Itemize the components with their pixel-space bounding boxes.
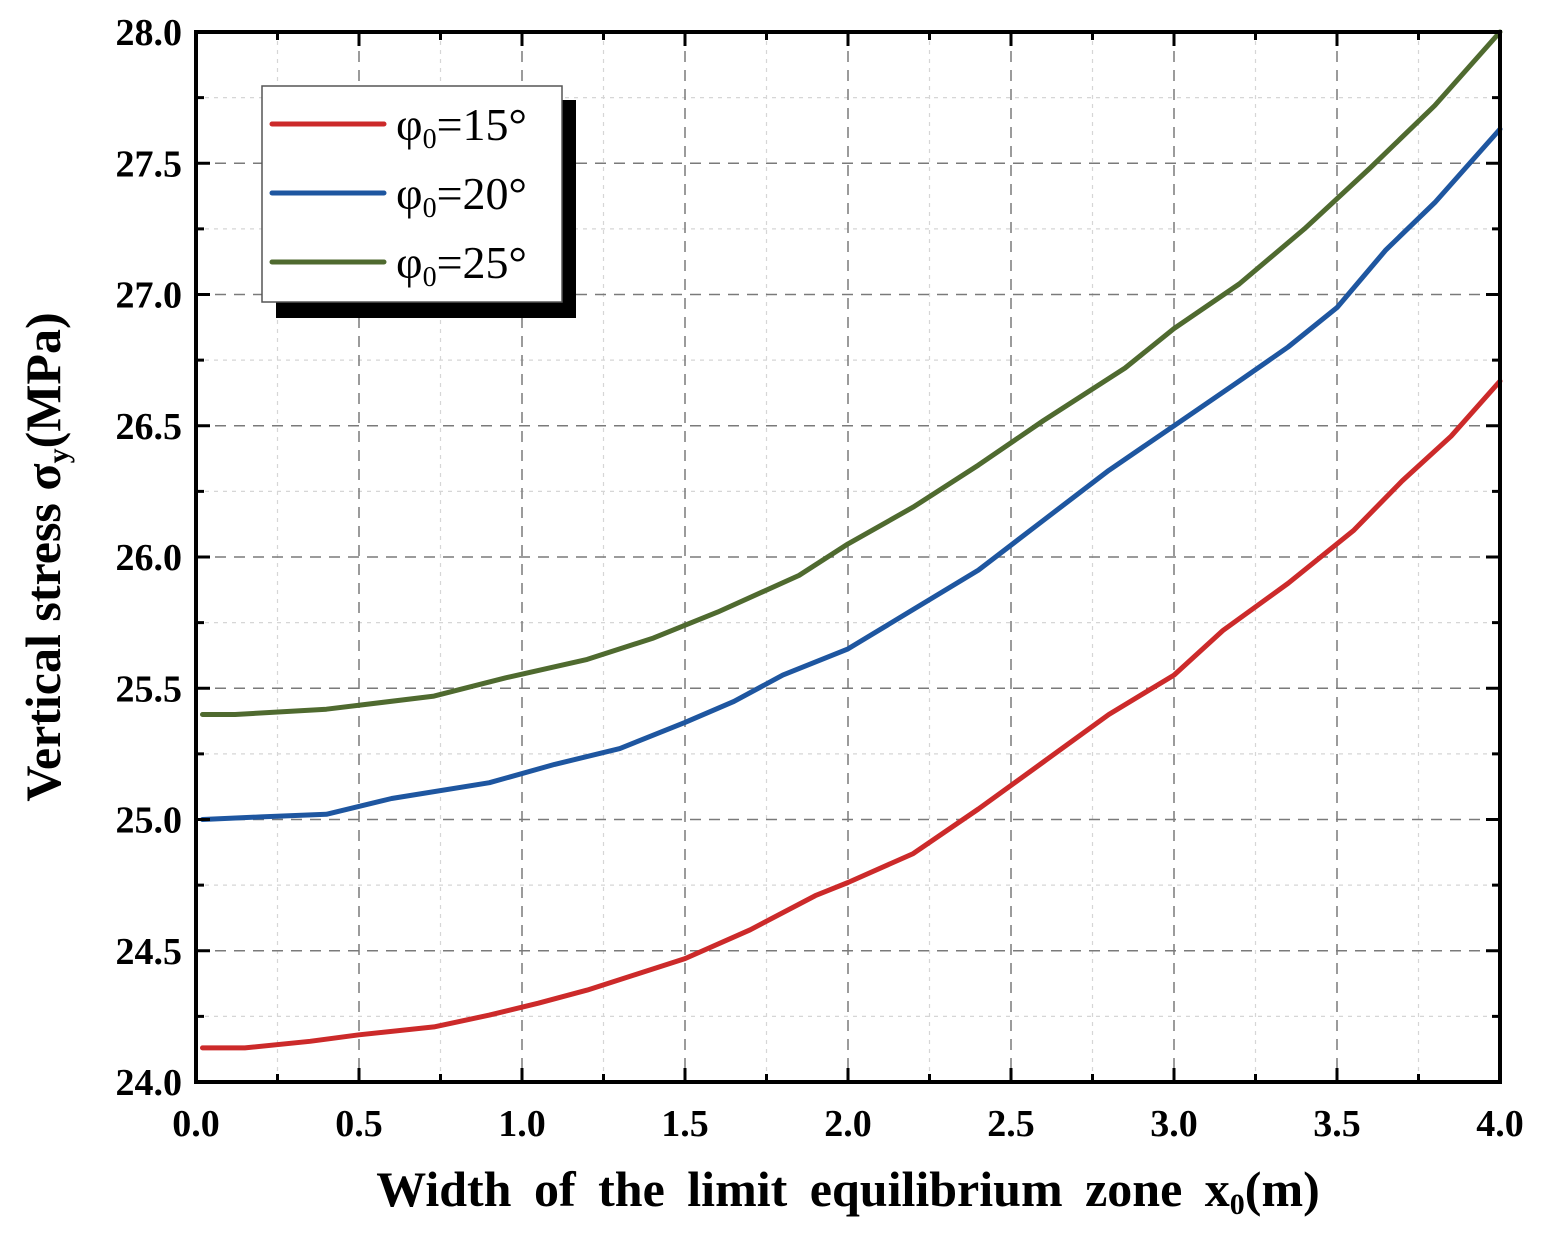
legend-label-subscript: 0	[423, 262, 437, 293]
y-axis-title-unit: (MPa)	[15, 312, 71, 448]
y-tick-label: 28.0	[116, 12, 183, 54]
y-axis-title-main: Vertical stress σ	[15, 463, 71, 801]
x-tick-label: 3.5	[1313, 1103, 1361, 1145]
x-tick-label: 0.0	[172, 1103, 220, 1145]
legend-label-2: φ0=20°	[396, 168, 527, 224]
legend-label-symbol: φ	[396, 168, 423, 219]
x-tick-label: 0.5	[335, 1103, 383, 1145]
y-axis-title: Vertical stress σy(MPa)	[15, 312, 75, 801]
y-tick-label: 27.0	[116, 275, 183, 317]
x-tick-label: 2.0	[824, 1103, 872, 1145]
legend-label-value: =25°	[437, 237, 527, 288]
legend: φ0=15°φ0=20°φ0=25°	[261, 85, 576, 318]
y-tick-label: 24.5	[116, 931, 183, 973]
x-tick-label: 4.0	[1476, 1103, 1524, 1145]
x-tick-label: 1.5	[661, 1103, 709, 1145]
legend-label-symbol: φ	[396, 237, 423, 288]
y-tick-label: 26.5	[116, 406, 183, 448]
x-axis-title-sub: 0	[1230, 1188, 1245, 1221]
x-axis-title-unit: (m)	[1245, 1161, 1320, 1217]
legend-label-symbol: φ	[396, 99, 423, 150]
legend-label-subscript: 0	[423, 124, 437, 155]
y-axis-title-sub: y	[42, 448, 75, 463]
series-line-3	[200, 29, 1503, 717]
y-tick-label: 26.0	[116, 537, 183, 579]
y-tick-label: 27.5	[116, 143, 183, 185]
legend-label-value: =20°	[437, 168, 527, 219]
y-tick-label: 25.5	[116, 668, 183, 710]
series-line-2	[200, 126, 1503, 822]
y-tick-label: 24.0	[116, 1062, 183, 1104]
series-line-1	[200, 378, 1503, 1051]
legend-label-value: =15°	[437, 99, 527, 150]
x-axis-title: Width of the limit equilibrium zone x0(m…	[376, 1161, 1320, 1221]
series-group	[200, 29, 1503, 1051]
legend-label-1: φ0=15°	[396, 99, 527, 155]
x-tick-label: 3.0	[1150, 1103, 1198, 1145]
legend-label-3: φ0=25°	[396, 237, 527, 293]
x-axis-title-main: Width of the limit equilibrium zone x	[376, 1161, 1230, 1217]
ticks: 0.0 0.5 1.0 1.5 2.0 2.5 3.0 3.5 4.0 24.0 24.5 25.0 2…	[116, 12, 1524, 1145]
x-tick-label: 1.0	[498, 1103, 546, 1145]
legend-label-subscript: 0	[423, 193, 437, 224]
x-tick-label: 2.5	[987, 1103, 1035, 1145]
y-tick-label: 25.0	[116, 800, 183, 842]
